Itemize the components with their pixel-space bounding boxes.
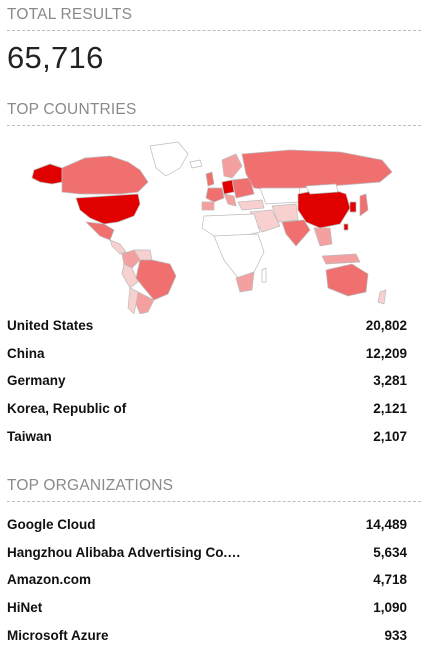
map-country-france[interactable] xyxy=(205,187,225,203)
organization-name: Google Cloud xyxy=(7,516,96,532)
world-map-svg xyxy=(31,141,393,314)
map-country-india[interactable] xyxy=(281,219,311,247)
map-country-south-africa[interactable] xyxy=(235,271,255,293)
map-country-alaska[interactable] xyxy=(31,163,63,185)
map-country-turkey[interactable] xyxy=(237,199,265,211)
country-name: Germany xyxy=(7,372,66,388)
organization-count: 14,489 xyxy=(365,516,407,532)
organization-count: 4,718 xyxy=(373,571,407,587)
country-count: 2,107 xyxy=(373,428,407,444)
organization-row-1[interactable]: Google Cloud 14,489 xyxy=(7,513,407,535)
map-country-madagascar[interactable] xyxy=(261,267,267,283)
map-country-colombia[interactable] xyxy=(121,249,141,269)
country-name: China xyxy=(7,345,45,361)
country-name: Taiwan xyxy=(7,428,52,444)
country-count: 2,121 xyxy=(373,400,407,416)
top-countries-heading: TOP COUNTRIES xyxy=(7,101,421,126)
map-country-peru[interactable] xyxy=(121,263,139,289)
map-country-mexico[interactable] xyxy=(85,221,115,241)
map-country-new-zealand[interactable] xyxy=(377,289,387,305)
map-country-korea[interactable] xyxy=(349,201,357,213)
country-row-1[interactable]: United States 20,802 xyxy=(7,314,407,336)
world-map xyxy=(10,132,420,314)
map-country-north-africa[interactable] xyxy=(201,213,261,237)
organization-row-3[interactable]: Amazon.com 4,718 xyxy=(7,568,407,590)
map-country-china[interactable] xyxy=(297,187,351,229)
map-country-russia[interactable] xyxy=(241,149,393,191)
map-country-brazil[interactable] xyxy=(135,259,177,301)
map-country-central-africa[interactable] xyxy=(213,233,265,279)
map-country-germany[interactable] xyxy=(221,179,235,195)
organization-name: Microsoft Azure xyxy=(7,627,109,643)
country-row-3[interactable]: Germany 3,281 xyxy=(7,369,407,391)
organization-row-5[interactable]: Microsoft Azure 933 xyxy=(7,624,407,646)
total-results-value: 65,716 xyxy=(7,40,104,75)
country-row-4[interactable]: Korea, Republic of 2,121 xyxy=(7,397,407,419)
country-count: 20,802 xyxy=(365,317,407,333)
organization-row-2[interactable]: Hangzhou Alibaba Advertising Co.… 5,634 xyxy=(7,541,407,563)
organization-count: 1,090 xyxy=(373,599,407,615)
map-country-central-america[interactable] xyxy=(109,239,127,255)
map-country-japan[interactable] xyxy=(359,193,369,217)
map-country-indonesia[interactable] xyxy=(321,253,361,265)
top-organizations-heading: TOP ORGANIZATIONS xyxy=(7,477,421,502)
organization-name: HiNet xyxy=(7,599,43,615)
country-name: Korea, Republic of xyxy=(7,400,127,416)
country-count: 3,281 xyxy=(373,372,407,388)
organization-name: Amazon.com xyxy=(7,571,92,587)
organization-count: 5,634 xyxy=(373,544,407,560)
map-country-australia[interactable] xyxy=(325,263,369,297)
country-name: United States xyxy=(7,317,94,333)
map-country-greenland[interactable] xyxy=(149,141,189,177)
map-country-eastern-europe[interactable] xyxy=(231,177,255,199)
country-count: 12,209 xyxy=(365,345,407,361)
total-results-heading: TOTAL RESULTS xyxy=(7,6,421,31)
map-country-canada[interactable] xyxy=(61,155,149,195)
map-country-southeast-asia[interactable] xyxy=(313,227,333,247)
organization-count: 933 xyxy=(384,627,407,643)
map-country-taiwan[interactable] xyxy=(343,223,349,231)
map-country-iceland[interactable] xyxy=(189,159,203,169)
map-country-iran[interactable] xyxy=(271,203,299,223)
map-country-chile[interactable] xyxy=(127,287,139,314)
country-row-2[interactable]: China 12,209 xyxy=(7,342,407,364)
map-country-kazakhstan[interactable] xyxy=(259,187,301,205)
map-country-italy[interactable] xyxy=(223,193,237,207)
map-country-united-states[interactable] xyxy=(75,193,141,225)
map-country-spain[interactable] xyxy=(201,201,215,211)
organization-name: Hangzhou Alibaba Advertising Co.… xyxy=(7,544,241,560)
organization-row-4[interactable]: HiNet 1,090 xyxy=(7,596,407,618)
map-country-mongolia[interactable] xyxy=(305,183,339,195)
country-row-5[interactable]: Taiwan 2,107 xyxy=(7,425,407,447)
map-country-uk[interactable] xyxy=(205,171,215,187)
map-country-scandinavia[interactable] xyxy=(221,153,243,179)
